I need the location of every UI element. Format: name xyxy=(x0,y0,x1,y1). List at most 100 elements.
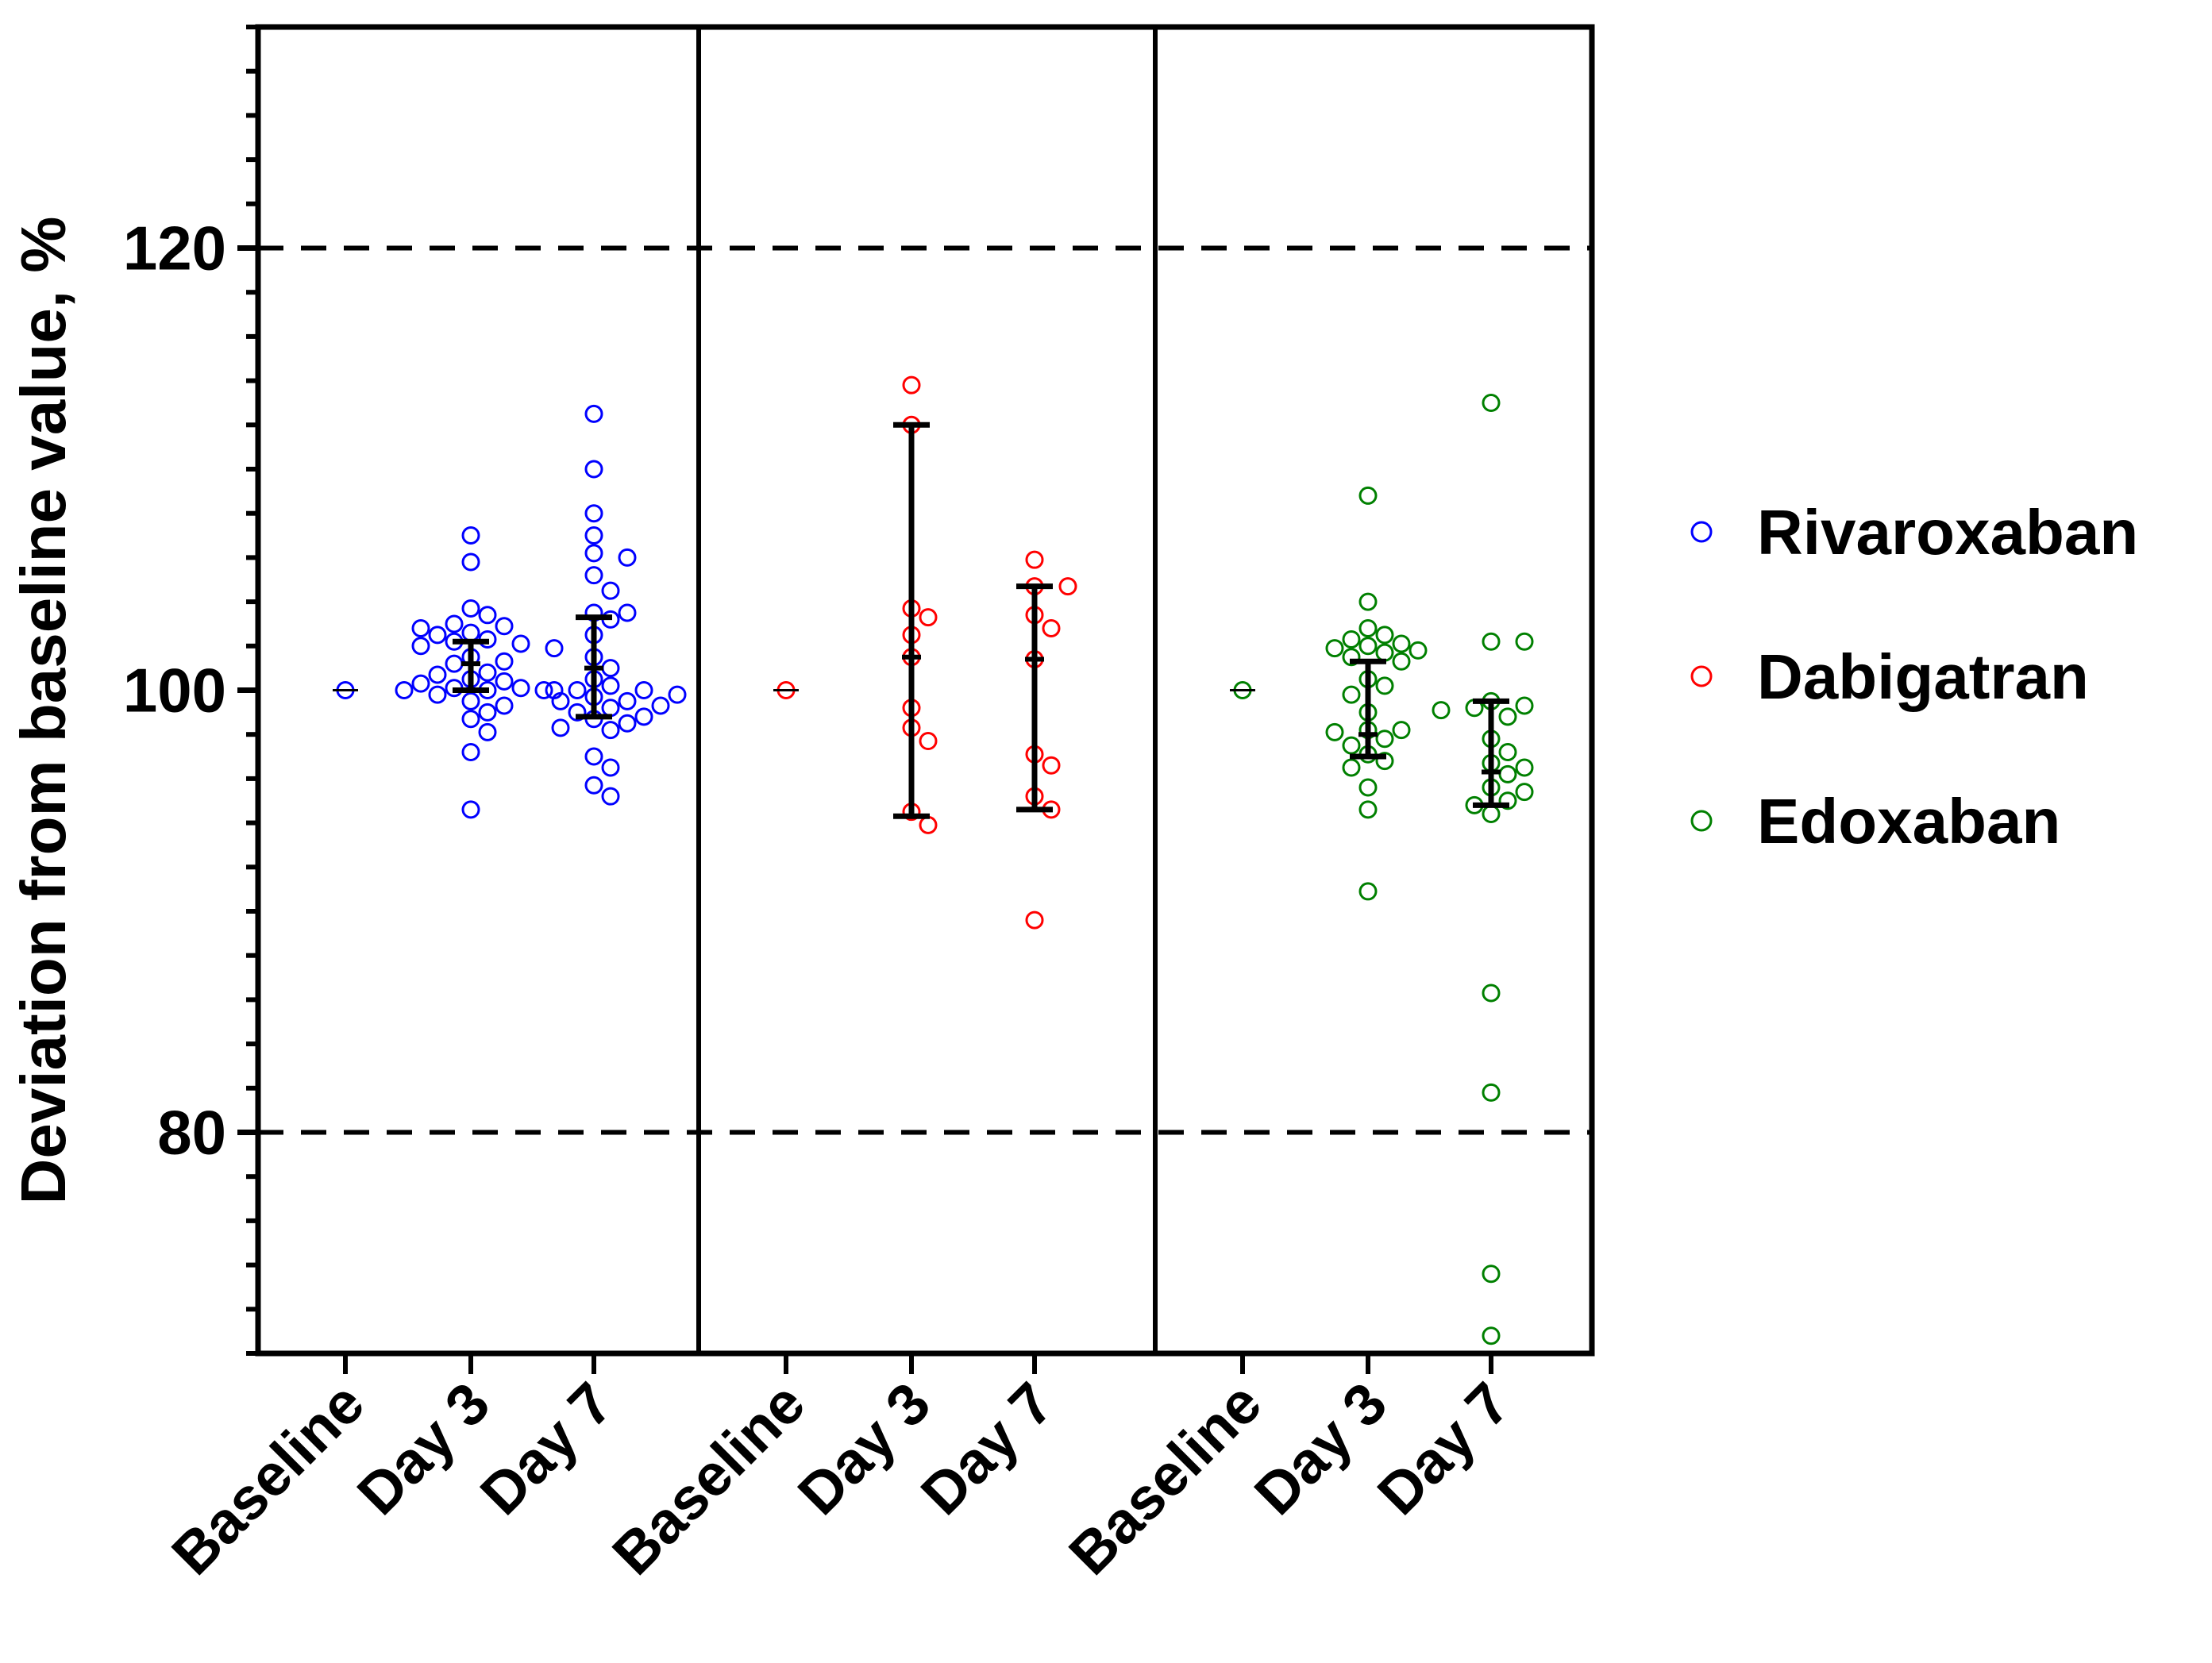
data-point-rivaroxaban xyxy=(495,696,514,715)
data-point-rivaroxaban xyxy=(461,742,480,761)
x-tick-label: Day 7 xyxy=(468,1370,625,1527)
data-point-dabigatran xyxy=(1025,550,1044,569)
data-point-edoxaban xyxy=(1482,984,1501,1003)
data-point-rivaroxaban xyxy=(395,681,414,699)
y-tick-label: 100 xyxy=(123,656,226,726)
data-point-rivaroxaban xyxy=(461,623,480,642)
data-point-rivaroxaban xyxy=(478,722,497,741)
data-point-rivaroxaban xyxy=(618,691,637,710)
x-tick-label: Day 3 xyxy=(785,1370,942,1527)
data-point-edoxaban xyxy=(1358,637,1378,656)
data-point-edoxaban xyxy=(1342,685,1361,704)
data-point-edoxaban xyxy=(1358,882,1378,901)
y-tick-label: 120 xyxy=(123,214,226,283)
data-point-rivaroxaban xyxy=(584,566,603,585)
data-point-rivaroxaban xyxy=(584,776,603,795)
data-point-edoxaban xyxy=(1358,619,1378,638)
data-point-edoxaban xyxy=(1342,758,1361,777)
legend-label-dabigatran: Dabigatran xyxy=(1757,641,2089,712)
data-point-rivaroxaban xyxy=(551,691,570,710)
data-point-rivaroxaban xyxy=(584,504,603,523)
data-point-edoxaban xyxy=(1498,707,1517,726)
data-point-rivaroxaban xyxy=(568,681,587,699)
data-point-rivaroxaban xyxy=(428,685,447,704)
data-point-edoxaban xyxy=(1482,632,1501,651)
data-point-dabigatran xyxy=(1042,619,1061,638)
data-point-rivaroxaban xyxy=(495,672,514,691)
data-point-rivaroxaban xyxy=(445,654,464,673)
data-point-edoxaban xyxy=(1358,778,1378,797)
data-point-edoxaban xyxy=(1325,722,1344,741)
legend-marker-dabigatran xyxy=(1690,665,1713,687)
data-point-rivaroxaban xyxy=(411,674,430,693)
data-point-rivaroxaban xyxy=(495,617,514,636)
y-axis: 80 100 120 xyxy=(123,25,258,1356)
data-point-rivaroxaban xyxy=(545,639,564,658)
data-point-dabigatran xyxy=(1058,577,1077,596)
data-point-edoxaban xyxy=(1409,641,1428,660)
data-point-edoxaban xyxy=(1498,742,1517,761)
data-point-rivaroxaban xyxy=(511,679,530,698)
data-point-rivaroxaban xyxy=(618,603,637,622)
data-point-rivaroxaban xyxy=(495,652,514,671)
legend: Rivaroxaban Dabigatran Edoxaban xyxy=(1690,497,2138,857)
data-point-dabigatran xyxy=(902,375,921,395)
error-bars xyxy=(333,422,1509,819)
data-point-edoxaban xyxy=(1358,486,1378,505)
data-point-rivaroxaban xyxy=(634,707,653,726)
data-point-rivaroxaban xyxy=(584,460,603,479)
data-points xyxy=(336,375,1534,1345)
legend-marker-edoxaban xyxy=(1690,810,1713,832)
data-point-rivaroxaban xyxy=(668,685,687,704)
data-point-edoxaban xyxy=(1375,676,1394,695)
data-point-rivaroxaban xyxy=(428,665,447,684)
data-point-edoxaban xyxy=(1392,652,1411,671)
legend-label-rivaroxaban: Rivaroxaban xyxy=(1757,497,2138,568)
data-point-edoxaban xyxy=(1482,1326,1501,1345)
data-point-edoxaban xyxy=(1342,629,1361,649)
data-point-edoxaban xyxy=(1498,791,1517,810)
data-point-rivaroxaban xyxy=(618,548,637,567)
data-point-rivaroxaban xyxy=(445,614,464,633)
data-point-rivaroxaban xyxy=(601,659,620,678)
data-point-edoxaban xyxy=(1482,804,1501,823)
x-tick-label: Baseline xyxy=(159,1370,376,1588)
y-axis-label: Deviation from baseline value, % xyxy=(8,217,79,1205)
x-tick-label: Day 7 xyxy=(1365,1370,1522,1527)
x-tick-label: Day 3 xyxy=(1242,1370,1399,1527)
data-point-rivaroxaban xyxy=(461,800,480,819)
data-point-edoxaban xyxy=(1392,721,1411,740)
data-point-rivaroxaban xyxy=(511,634,530,653)
data-point-rivaroxaban xyxy=(478,703,497,722)
data-point-rivaroxaban xyxy=(584,404,603,423)
data-point-rivaroxaban xyxy=(601,758,620,777)
data-point-edoxaban xyxy=(1342,648,1361,667)
data-point-rivaroxaban xyxy=(618,714,637,733)
data-point-rivaroxaban xyxy=(601,721,620,740)
x-tick-label: Day 3 xyxy=(345,1370,502,1527)
x-tick-label: Day 7 xyxy=(908,1370,1066,1527)
reference-lines xyxy=(258,245,1592,1135)
data-point-rivaroxaban xyxy=(584,526,603,545)
data-point-rivaroxaban xyxy=(584,747,603,766)
data-point-edoxaban xyxy=(1515,758,1534,777)
data-point-rivaroxaban xyxy=(601,676,620,695)
x-tick-label: Baseline xyxy=(599,1370,817,1588)
data-point-edoxaban xyxy=(1375,729,1394,749)
data-point-rivaroxaban xyxy=(651,696,670,715)
data-point-edoxaban xyxy=(1482,1265,1501,1284)
data-point-edoxaban xyxy=(1342,736,1361,755)
data-point-rivaroxaban xyxy=(461,710,480,729)
data-point-rivaroxaban xyxy=(568,703,587,722)
data-point-edoxaban xyxy=(1515,632,1534,651)
data-point-edoxaban xyxy=(1482,393,1501,412)
data-point-dabigatran xyxy=(1042,756,1061,775)
data-point-edoxaban xyxy=(1515,696,1534,715)
data-point-dabigatran xyxy=(919,732,938,751)
data-point-edoxaban xyxy=(1375,626,1394,645)
y-tick-label: 80 xyxy=(157,1098,226,1168)
data-point-rivaroxaban xyxy=(461,599,480,618)
data-point-rivaroxaban xyxy=(461,691,480,710)
